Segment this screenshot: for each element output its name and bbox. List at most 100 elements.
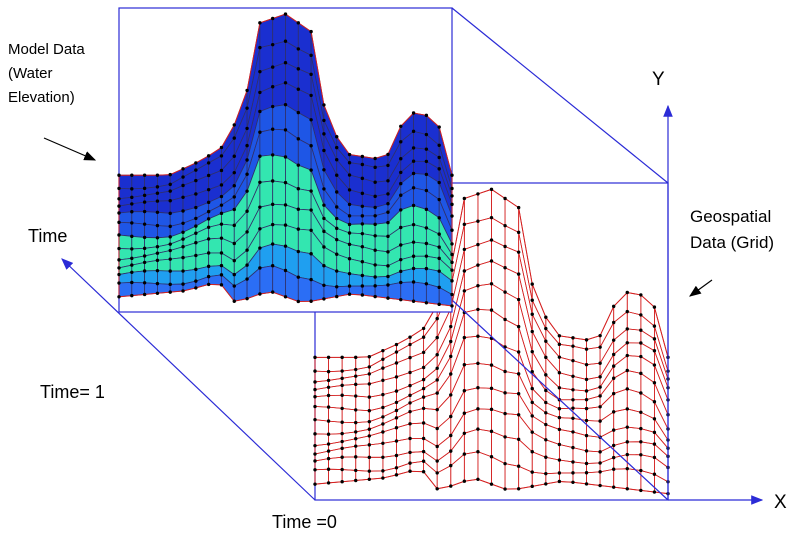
mesh-node <box>117 266 121 270</box>
mesh-cell <box>157 270 171 285</box>
mesh-node <box>598 385 602 389</box>
mesh-node <box>194 161 198 165</box>
mesh-cell <box>131 211 146 225</box>
mesh-node <box>340 480 344 484</box>
mesh-node <box>283 81 288 85</box>
mesh-node <box>335 205 339 209</box>
mesh-node <box>571 445 575 450</box>
mesh-node <box>557 479 562 484</box>
mesh-node <box>476 477 480 481</box>
mesh-cell <box>131 235 146 250</box>
mesh-node <box>168 198 172 203</box>
mesh-cell <box>400 267 414 283</box>
mesh-node <box>296 47 301 51</box>
mesh-cell <box>272 265 286 298</box>
mesh-node <box>394 400 399 405</box>
mesh-cell <box>374 276 389 287</box>
connector-line <box>451 299 669 501</box>
mesh-node <box>347 242 352 247</box>
mesh-node <box>373 284 377 288</box>
mesh-node <box>206 200 211 205</box>
mesh-cell <box>413 147 427 162</box>
mesh-node <box>625 341 629 345</box>
mesh-node <box>270 153 275 157</box>
mesh-node <box>347 292 352 296</box>
mesh-node <box>232 299 236 303</box>
mesh-node <box>408 393 412 398</box>
mesh-node <box>360 204 365 208</box>
mesh-cell <box>297 188 312 211</box>
mesh-node <box>142 235 147 240</box>
mesh-cell <box>361 275 376 287</box>
mesh-node <box>142 254 147 258</box>
mesh-node <box>530 312 534 316</box>
mesh-node <box>476 307 480 312</box>
mesh-node <box>313 380 317 384</box>
mesh-node <box>639 453 643 457</box>
mesh-node <box>155 291 160 295</box>
mesh-node <box>322 283 326 287</box>
mesh-node <box>354 382 358 387</box>
mesh-node <box>381 469 385 473</box>
mesh-node <box>367 365 372 369</box>
mesh-node <box>611 304 616 309</box>
mesh-node <box>367 443 372 447</box>
mesh-cell <box>131 270 146 284</box>
mesh-node <box>354 455 358 459</box>
mesh-node <box>611 428 616 432</box>
mesh-node <box>354 444 358 448</box>
mesh-node <box>408 370 412 375</box>
mesh-node <box>598 345 602 349</box>
mesh-node <box>296 207 301 211</box>
mesh-node <box>232 207 236 212</box>
mesh-cell <box>361 205 376 217</box>
mesh-node <box>258 205 262 209</box>
mesh-node <box>584 338 589 342</box>
mesh-node <box>408 335 412 339</box>
mesh-node <box>181 221 185 225</box>
mesh-cell <box>297 208 312 231</box>
mesh-node <box>181 209 185 213</box>
mesh-node <box>194 216 198 221</box>
mesh-node <box>544 471 548 476</box>
mesh-cell <box>413 268 427 285</box>
mesh-cell <box>169 270 184 285</box>
mesh-node <box>283 128 288 132</box>
mesh-node <box>168 224 172 229</box>
mesh-node <box>584 389 589 393</box>
mesh-node <box>557 355 562 359</box>
mesh-node <box>652 381 657 385</box>
mesh-node <box>544 388 548 393</box>
mesh-node <box>283 203 288 207</box>
mesh-cell <box>374 164 389 183</box>
mesh-node <box>232 258 236 263</box>
mesh-node <box>326 449 331 453</box>
mesh-node <box>421 326 426 331</box>
mesh-node <box>155 268 160 273</box>
mesh-node <box>296 249 301 254</box>
mesh-node <box>373 194 377 199</box>
mesh-node <box>503 461 507 466</box>
mesh-node <box>270 16 275 21</box>
mesh-node <box>557 471 562 475</box>
mesh-node <box>354 437 358 441</box>
mesh-node <box>206 161 211 165</box>
mesh-node <box>373 234 377 238</box>
mesh-cell <box>413 112 427 136</box>
mesh-cell <box>118 234 133 250</box>
mesh-node <box>347 222 352 227</box>
mesh-node <box>168 211 172 216</box>
mesh-node <box>639 410 643 415</box>
mesh-node <box>530 414 534 418</box>
mesh-node <box>367 455 372 460</box>
mesh-node <box>313 417 317 422</box>
mesh-cell <box>374 235 389 253</box>
mesh-node <box>450 260 454 265</box>
mesh-node <box>625 466 629 471</box>
mesh-cell <box>144 174 158 189</box>
mesh-node <box>381 455 385 459</box>
mesh-node <box>571 388 575 392</box>
mesh-node <box>340 446 344 451</box>
pointer-arrow <box>689 279 713 297</box>
mesh-node <box>625 487 629 491</box>
